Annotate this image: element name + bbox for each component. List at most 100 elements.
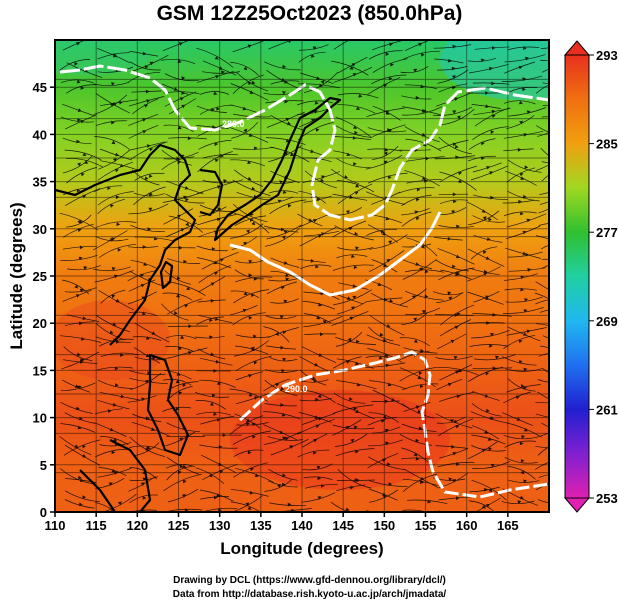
streamline-arrow [487, 437, 492, 441]
streamline [372, 58, 408, 73]
streamline-arrow [243, 291, 248, 295]
streamline-arrow [214, 317, 219, 321]
streamline-arrow [79, 245, 84, 250]
streamline [98, 290, 134, 311]
streamline [163, 473, 202, 492]
streamline [94, 270, 134, 283]
streamline-arrow [254, 396, 258, 400]
streamline-arrow [451, 444, 455, 449]
streamline [471, 403, 502, 417]
streamline-arrow [112, 158, 117, 162]
streamline-arrow [250, 346, 255, 351]
streamline-arrow [116, 339, 120, 344]
streamline-arrow [284, 80, 288, 84]
contour-label-290: 290.0 [285, 384, 308, 394]
streamline-arrow [289, 445, 294, 449]
streamline-arrow [316, 466, 321, 470]
streamline-arrow [346, 210, 350, 214]
streamline-arrow [485, 104, 490, 109]
streamline-arrow [142, 496, 147, 500]
cold-region-northeast [440, 40, 549, 100]
streamline [231, 121, 259, 139]
streamline-arrow [447, 236, 452, 241]
streamline [439, 171, 477, 191]
streamline [440, 108, 475, 126]
streamline [372, 124, 406, 138]
streamline-arrow [458, 171, 462, 176]
streamline-arrow [452, 479, 456, 483]
streamline-arrow [388, 76, 393, 81]
streamline-arrow [248, 374, 253, 378]
x-tick-label: 140 [291, 518, 313, 533]
streamline-arrow [110, 204, 114, 208]
streamline-arrow [210, 298, 215, 303]
contours [59, 64, 549, 499]
streamline-arrow [177, 160, 182, 165]
streamline-arrow [76, 79, 81, 84]
streamline [302, 171, 341, 183]
streamline [235, 334, 271, 338]
streamline [472, 126, 509, 140]
streamline [535, 125, 549, 133]
y-tick-label: 5 [40, 458, 47, 473]
streamline [333, 392, 366, 404]
streamline [63, 155, 93, 174]
streamline [129, 61, 161, 71]
streamline-arrow [457, 179, 462, 183]
streamline-arrow [116, 222, 121, 226]
streamline [234, 213, 270, 234]
streamline-arrow [186, 286, 191, 290]
streamline-arrow [119, 100, 123, 105]
streamline [161, 149, 192, 166]
streamline-arrow [448, 296, 453, 301]
streamline-arrow [420, 384, 424, 389]
colorbar-tick-label: 269 [596, 314, 618, 329]
streamline [131, 141, 168, 160]
streamline [505, 225, 541, 240]
streamline-arrow [214, 271, 218, 276]
streamline [196, 214, 237, 226]
streamlines [59, 40, 561, 512]
streamline-arrow [421, 176, 426, 180]
streamline-arrow [353, 162, 357, 166]
streamline [232, 74, 265, 95]
temperature-streamline-chart: 280.0 290.0 110 115 120 125 130 135 140 145 150 1… [7, 39, 618, 558]
streamline [366, 229, 397, 236]
streamline-arrow [182, 383, 187, 387]
streamline [535, 323, 549, 326]
y-tick-label: 0 [40, 505, 47, 520]
streamline [161, 58, 196, 65]
streamline [471, 445, 506, 452]
streamline [234, 269, 264, 280]
streamline [367, 172, 408, 184]
streamline-arrow [550, 445, 554, 449]
streamline-arrow [349, 316, 354, 321]
streamline [266, 111, 305, 128]
streamline-arrow [552, 349, 556, 353]
streamline-arrow [320, 332, 324, 337]
streamline [538, 352, 549, 357]
streamline-arrow [527, 267, 532, 272]
streamline-arrow [555, 156, 559, 160]
streamline [434, 155, 476, 160]
streamline-arrow [115, 383, 119, 387]
streamline-arrow [320, 178, 324, 182]
streamline-arrow [456, 271, 460, 276]
streamline-arrow [210, 352, 215, 357]
streamline-arrow [417, 409, 422, 414]
streamline-arrow [173, 87, 178, 91]
streamline-arrow [557, 351, 561, 355]
streamline-arrow [554, 258, 558, 262]
streamline-arrow [383, 151, 388, 156]
streamline [302, 300, 336, 310]
streamline-arrow [311, 54, 315, 59]
streamline [94, 422, 127, 437]
streamline-arrow [481, 448, 486, 453]
streamline [501, 75, 543, 82]
streamline-arrow [320, 291, 325, 296]
streamline-arrow [388, 175, 392, 180]
streamline-arrow [447, 382, 452, 387]
streamline-arrow [251, 221, 256, 226]
streamline [540, 432, 549, 437]
streamline-arrow [280, 386, 285, 391]
